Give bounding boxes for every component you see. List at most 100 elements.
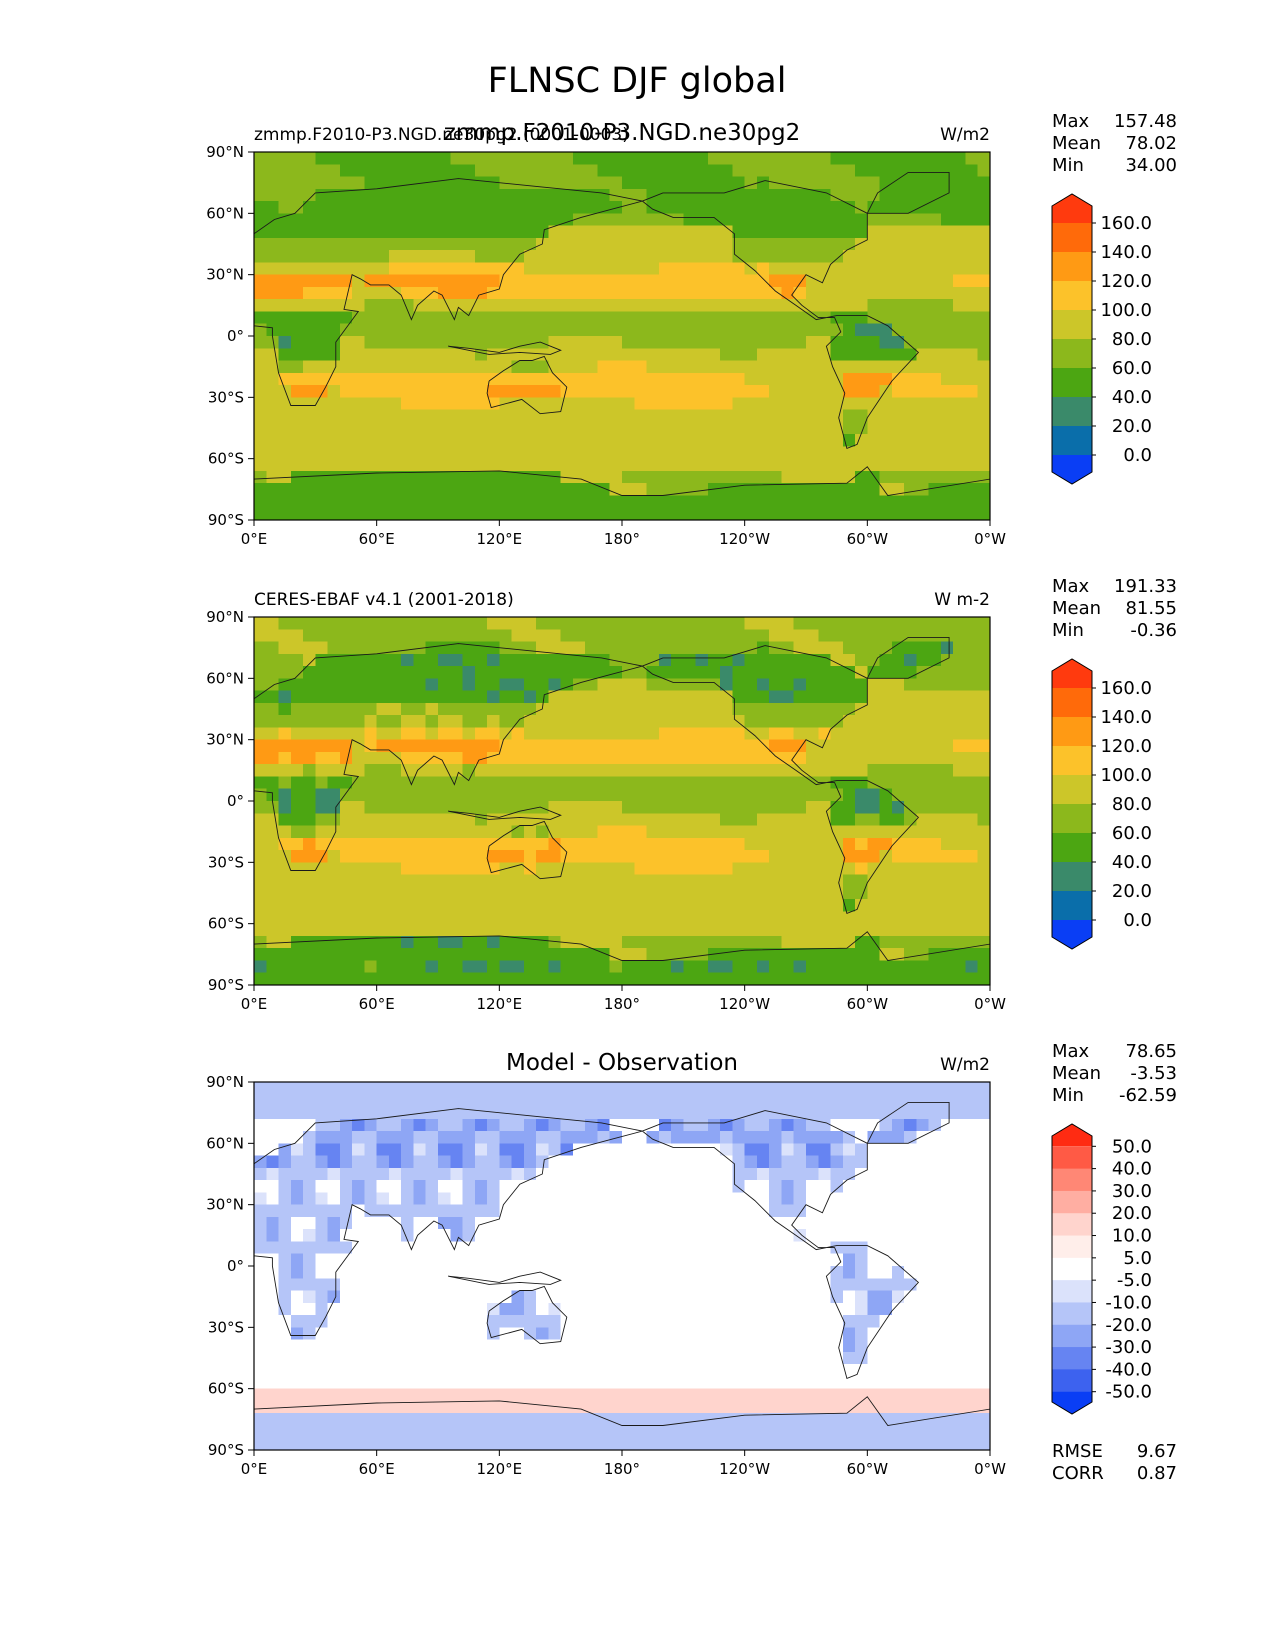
map-cell <box>364 1167 378 1181</box>
map-cell <box>438 727 451 741</box>
map-cell <box>413 813 427 827</box>
map-cell <box>916 164 930 178</box>
map-cell <box>315 385 329 398</box>
map-cell <box>671 837 684 851</box>
map-cell <box>977 935 991 949</box>
map-cell <box>781 837 795 851</box>
map-cell <box>953 1118 966 1132</box>
map-cell <box>585 201 598 214</box>
map-cell <box>940 1131 954 1144</box>
map-cell <box>560 201 574 214</box>
map-cell <box>793 948 807 961</box>
map-cell <box>290 960 304 974</box>
map-cell <box>781 372 795 386</box>
map-cell <box>830 1094 844 1108</box>
map-cell <box>953 629 966 643</box>
map-cell <box>327 495 341 509</box>
map-cell <box>523 385 537 398</box>
map-cell <box>572 911 586 925</box>
map-cell <box>388 262 402 276</box>
map-cell <box>842 470 856 484</box>
map-cell <box>830 911 844 925</box>
map-cell <box>413 751 427 765</box>
map-cell <box>695 1315 709 1328</box>
map-cell <box>965 801 979 814</box>
map-cell <box>720 311 733 325</box>
map-cell <box>376 862 390 876</box>
map-cell <box>622 1278 635 1292</box>
map-cell <box>940 641 954 655</box>
map-cell <box>499 935 513 949</box>
map-cell <box>438 923 451 937</box>
map-cell <box>266 1327 280 1341</box>
map-cell <box>266 960 280 974</box>
map-cell <box>806 507 819 521</box>
map-cell <box>450 935 464 949</box>
map-cell <box>597 825 611 839</box>
map-cell <box>916 886 930 900</box>
map-cell <box>413 225 427 239</box>
map-cell <box>879 458 893 472</box>
coastline <box>866 171 950 214</box>
map-cell <box>388 470 402 484</box>
map-cell <box>855 446 868 460</box>
map-cell <box>425 1082 439 1095</box>
map-cell <box>720 1241 733 1255</box>
map-cell <box>769 739 782 753</box>
map-cell <box>683 434 697 447</box>
map-cell <box>511 874 525 888</box>
map-cell <box>388 653 402 667</box>
map-cell <box>413 1290 427 1304</box>
map-cell <box>487 825 500 839</box>
map-cell <box>646 972 660 986</box>
map-cell <box>928 1131 942 1144</box>
map-cell <box>658 629 672 643</box>
map-cell <box>818 1315 832 1328</box>
map-cell <box>671 1290 684 1304</box>
map-cell <box>254 739 267 753</box>
map-cell <box>425 1302 439 1316</box>
map-cell <box>634 1241 648 1255</box>
map-cell <box>376 825 390 839</box>
map-cell <box>450 360 464 374</box>
map-cell <box>781 1290 795 1304</box>
map-cell <box>695 286 709 300</box>
map-cell <box>315 336 329 349</box>
map-cell <box>303 1192 316 1206</box>
map-cell <box>855 1216 868 1230</box>
map-cell <box>707 788 721 802</box>
map-cell <box>560 641 574 655</box>
map-cell <box>462 715 476 728</box>
map-cell <box>904 1082 917 1095</box>
map-cell <box>744 1180 758 1193</box>
map-cell <box>548 641 562 655</box>
map-cell <box>842 372 856 386</box>
map-cell <box>720 483 733 496</box>
map-cell <box>609 837 623 851</box>
map-cell <box>339 837 353 851</box>
map-cell <box>474 1155 488 1169</box>
map-cell <box>683 262 697 276</box>
map-cell <box>855 911 868 925</box>
map-cell <box>548 751 562 765</box>
map-cell <box>671 176 684 190</box>
map-cell <box>940 237 954 251</box>
map-cell <box>953 446 966 460</box>
colorbar-label: 140.0 <box>1100 242 1152 263</box>
map-cell <box>769 972 782 986</box>
map-cell <box>572 850 586 863</box>
map-cell <box>523 1266 537 1279</box>
map-cell <box>290 911 304 925</box>
map-cell <box>560 188 574 202</box>
map-cell <box>597 483 611 496</box>
map-cell <box>609 911 623 925</box>
map-cell <box>376 286 390 300</box>
map-cell <box>315 360 329 374</box>
map-cell <box>732 336 746 349</box>
map-cell <box>879 188 893 202</box>
map-cell <box>560 1315 574 1328</box>
map-cell <box>806 201 819 214</box>
map-cell <box>879 1118 893 1132</box>
map-cell <box>487 1131 500 1144</box>
map-cell <box>720 372 733 386</box>
